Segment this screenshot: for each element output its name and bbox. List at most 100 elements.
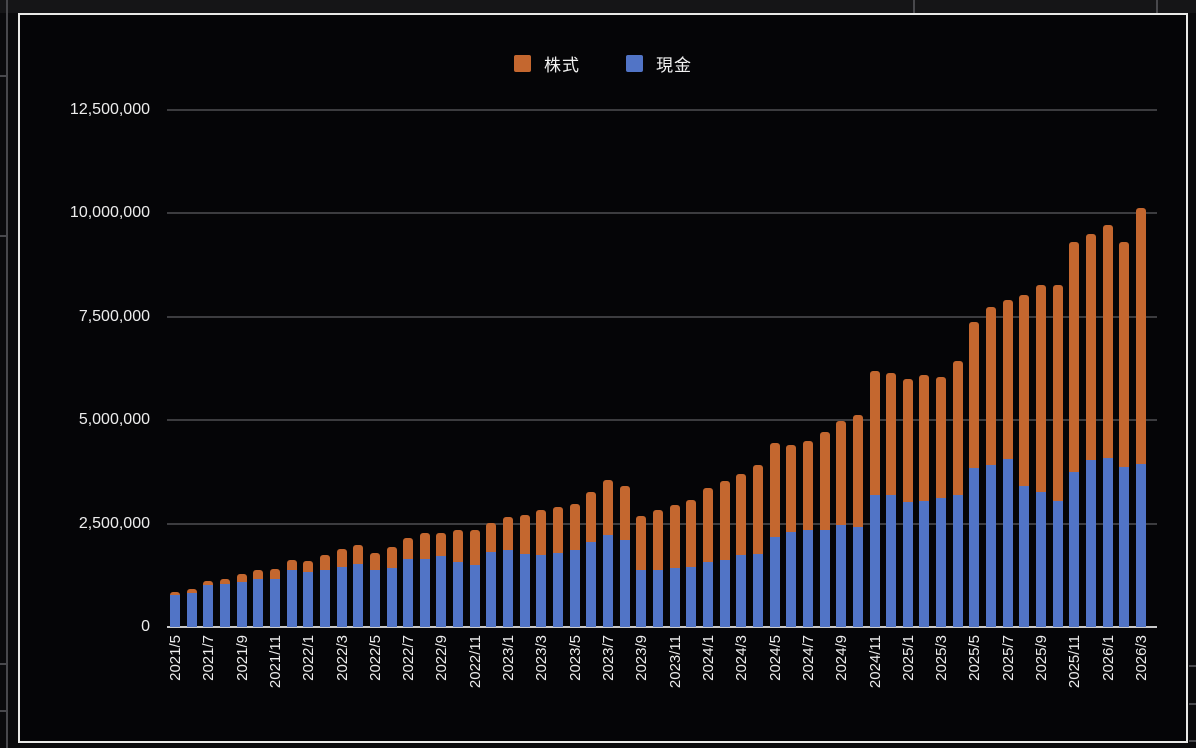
bar-segment-stock[interactable]	[886, 372, 897, 495]
bar-segment-stock[interactable]	[952, 361, 963, 496]
bar-segment-stock[interactable]	[269, 568, 280, 579]
bar-segment-stock[interactable]	[219, 578, 230, 585]
bar-segment-cash[interactable]	[1002, 458, 1013, 627]
bar-segment-cash[interactable]	[369, 570, 380, 627]
bar-segment-cash[interactable]	[819, 529, 830, 627]
bar-segment-cash[interactable]	[386, 567, 397, 627]
bar-segment-cash[interactable]	[1069, 471, 1080, 627]
bar-segment-cash[interactable]	[453, 562, 464, 627]
bar-segment-cash[interactable]	[586, 541, 597, 627]
bar-segment-stock[interactable]	[1052, 285, 1063, 502]
bar-segment-stock[interactable]	[236, 574, 247, 582]
bar-segment-cash[interactable]	[286, 570, 297, 627]
bar-segment-cash[interactable]	[786, 531, 797, 627]
bar-segment-cash[interactable]	[1086, 459, 1097, 627]
bar-segment-cash[interactable]	[403, 559, 414, 627]
bar-segment-cash[interactable]	[886, 494, 897, 627]
bar-segment-stock[interactable]	[486, 522, 497, 553]
bar-segment-cash[interactable]	[1102, 457, 1113, 627]
bar-segment-stock[interactable]	[403, 537, 414, 560]
bar-segment-cash[interactable]	[969, 467, 980, 627]
bar-segment-stock[interactable]	[519, 515, 530, 555]
bar-segment-stock[interactable]	[536, 509, 547, 556]
bar-segment-cash[interactable]	[336, 567, 347, 627]
bar-segment-cash[interactable]	[603, 535, 614, 627]
bar-segment-stock[interactable]	[1102, 225, 1113, 458]
bar-segment-cash[interactable]	[852, 526, 863, 627]
bar-segment-stock[interactable]	[419, 532, 430, 559]
bar-segment-cash[interactable]	[1119, 466, 1130, 627]
bar-segment-stock[interactable]	[702, 487, 713, 563]
bar-segment-stock[interactable]	[170, 591, 180, 596]
bar-segment-stock[interactable]	[603, 479, 614, 536]
bar-segment-cash[interactable]	[669, 567, 680, 627]
bar-segment-cash[interactable]	[1036, 492, 1047, 627]
bar-segment-cash[interactable]	[1019, 486, 1030, 627]
bar-segment-cash[interactable]	[269, 578, 280, 627]
bar-segment-stock[interactable]	[636, 516, 647, 571]
bar-segment-cash[interactable]	[919, 500, 930, 627]
bar-segment-cash[interactable]	[319, 569, 330, 627]
bar-segment-stock[interactable]	[1002, 300, 1013, 459]
bar-segment-stock[interactable]	[586, 492, 597, 542]
bar-segment-cash[interactable]	[986, 465, 997, 627]
bar-segment-stock[interactable]	[369, 552, 380, 571]
bar-segment-stock[interactable]	[1019, 294, 1030, 487]
bar-segment-cash[interactable]	[686, 567, 697, 627]
bar-segment-cash[interactable]	[536, 555, 547, 627]
bar-segment-cash[interactable]	[419, 558, 430, 627]
bar-segment-cash[interactable]	[719, 559, 730, 627]
bar-segment-stock[interactable]	[1119, 241, 1130, 467]
bar-segment-cash[interactable]	[569, 550, 580, 627]
bar-segment-stock[interactable]	[986, 307, 997, 466]
bar-segment-cash[interactable]	[836, 524, 847, 627]
bar-segment-stock[interactable]	[1136, 208, 1146, 464]
bar-segment-stock[interactable]	[336, 549, 347, 568]
bar-segment-cash[interactable]	[702, 562, 713, 627]
bar-segment-cash[interactable]	[653, 569, 663, 627]
bar-segment-stock[interactable]	[619, 485, 630, 540]
bar-segment-cash[interactable]	[1052, 501, 1063, 627]
bar-segment-cash[interactable]	[802, 530, 813, 627]
bar-segment-cash[interactable]	[736, 555, 747, 627]
bar-segment-cash[interactable]	[752, 554, 763, 627]
bar-segment-cash[interactable]	[1136, 463, 1146, 627]
bar-segment-stock[interactable]	[386, 547, 397, 568]
bar-segment-stock[interactable]	[902, 379, 913, 503]
bar-segment-stock[interactable]	[719, 481, 730, 560]
bar-segment-stock[interactable]	[186, 588, 197, 593]
bar-segment-stock[interactable]	[353, 545, 364, 565]
stacked-bar-chart-card[interactable]: 株式 現金 0 2,500,000 5,000,000 7,500,000 10,000,…	[18, 13, 1188, 743]
bar-segment-stock[interactable]	[819, 432, 830, 530]
bar-segment-cash[interactable]	[186, 592, 197, 627]
bar-segment-stock[interactable]	[453, 530, 464, 563]
bar-segment-stock[interactable]	[969, 322, 980, 468]
bar-segment-stock[interactable]	[286, 560, 297, 571]
bar-segment-cash[interactable]	[936, 497, 947, 627]
bar-segment-cash[interactable]	[469, 565, 480, 627]
bar-segment-stock[interactable]	[553, 507, 564, 553]
bar-segment-cash[interactable]	[769, 536, 780, 627]
bar-segment-stock[interactable]	[503, 516, 514, 551]
bar-segment-cash[interactable]	[486, 552, 497, 627]
bar-segment-cash[interactable]	[902, 502, 913, 627]
bar-segment-stock[interactable]	[1069, 241, 1080, 472]
bar-segment-cash[interactable]	[236, 581, 247, 627]
bar-segment-cash[interactable]	[869, 494, 880, 627]
bar-segment-cash[interactable]	[253, 579, 264, 627]
bar-segment-stock[interactable]	[936, 377, 947, 498]
bar-segment-stock[interactable]	[469, 529, 480, 566]
bar-segment-cash[interactable]	[503, 550, 514, 627]
bar-segment-stock[interactable]	[802, 440, 813, 531]
bar-segment-stock[interactable]	[919, 374, 930, 501]
bar-segment-stock[interactable]	[786, 445, 797, 532]
bar-segment-stock[interactable]	[253, 570, 264, 580]
bar-segment-stock[interactable]	[752, 464, 763, 555]
bar-segment-cash[interactable]	[203, 585, 214, 627]
bar-segment-cash[interactable]	[636, 570, 647, 627]
bar-segment-stock[interactable]	[869, 371, 880, 495]
bar-segment-stock[interactable]	[303, 561, 314, 572]
bar-segment-stock[interactable]	[1036, 285, 1047, 493]
bar-segment-cash[interactable]	[170, 595, 180, 627]
bar-segment-cash[interactable]	[553, 552, 564, 627]
